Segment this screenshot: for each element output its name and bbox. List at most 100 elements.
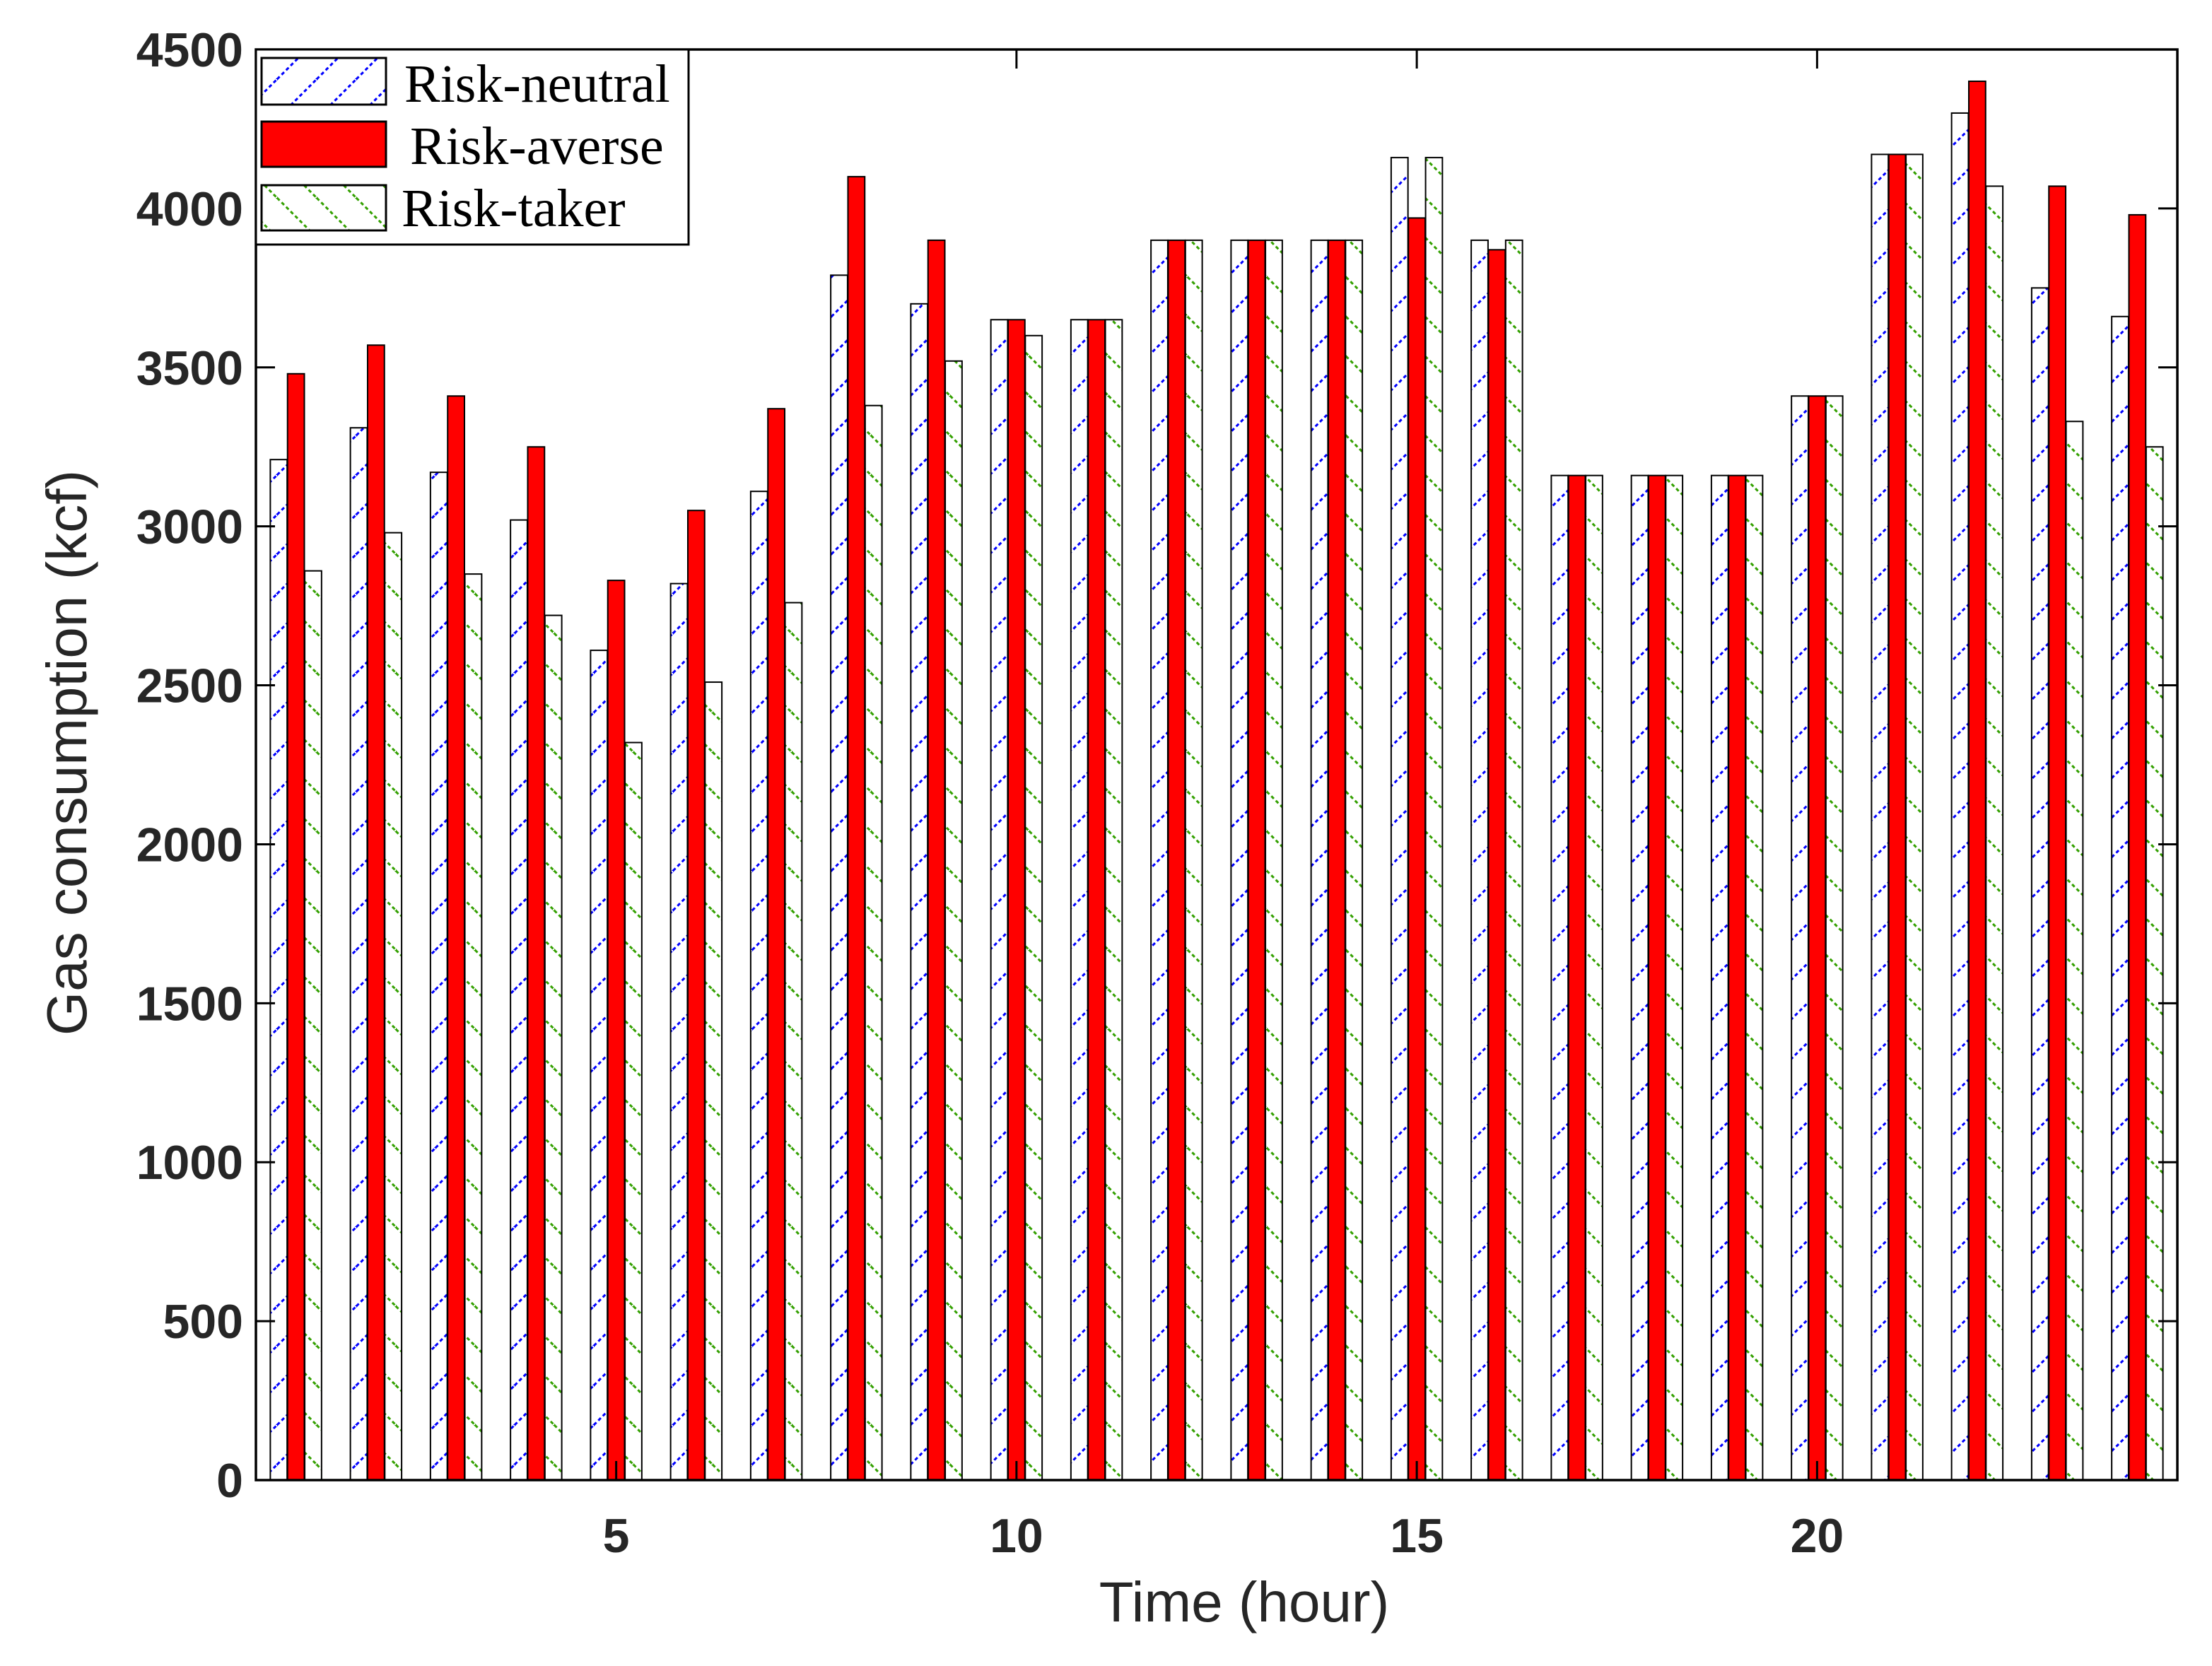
- bar-risk-taker-hour-4: [544, 614, 563, 1481]
- bar-risk-neutral-hour-9: [910, 303, 929, 1482]
- bar-risk-neutral-hour-19: [1710, 474, 1729, 1482]
- bar-risk-neutral-hour-22: [1950, 112, 1970, 1482]
- bar-risk-averse-hour-19: [1728, 474, 1747, 1482]
- bar-risk-averse-hour-3: [447, 395, 466, 1481]
- legend-label-risk-taker: Risk-taker: [402, 179, 626, 238]
- bar-risk-averse-hour-7: [767, 408, 786, 1481]
- bar-risk-averse-hour-15: [1408, 217, 1427, 1481]
- bar-risk-neutral-hour-11: [1070, 319, 1089, 1481]
- bar-risk-averse-hour-5: [607, 580, 626, 1481]
- bar-risk-taker-hour-24: [2145, 446, 2164, 1481]
- bar-risk-taker-hour-19: [1745, 474, 1764, 1482]
- bar-risk-averse-hour-18: [1647, 474, 1666, 1482]
- bar-risk-taker-hour-20: [1825, 395, 1844, 1481]
- bar-risk-averse-hour-11: [1087, 319, 1106, 1481]
- bar-risk-neutral-hour-12: [1150, 239, 1169, 1481]
- bar-risk-neutral-hour-1: [269, 459, 288, 1482]
- y-tick-label: 2500: [136, 659, 243, 713]
- bar-risk-neutral-hour-20: [1791, 395, 1809, 1481]
- bar-risk-neutral-hour-6: [669, 582, 689, 1481]
- y-axis-label: Gas consumption (kcf): [35, 470, 98, 1036]
- bar-risk-averse-hour-12: [1167, 239, 1186, 1481]
- series-risk-taker: [304, 153, 2164, 1482]
- bar-risk-taker-hour-7: [784, 602, 803, 1481]
- bar-risk-taker-hour-11: [1104, 319, 1123, 1481]
- bar-risk-neutral-hour-18: [1630, 474, 1649, 1482]
- axes-frame: [254, 48, 2179, 1482]
- x-tick-label: 10: [990, 1509, 1043, 1563]
- bar-risk-taker-hour-23: [2065, 421, 2084, 1481]
- bar-risk-averse-hour-6: [686, 510, 706, 1481]
- bar-risk-neutral-hour-21: [1871, 153, 1890, 1481]
- legend-swatch-risk-taker: [260, 184, 387, 232]
- bar-risk-taker-hour-3: [464, 573, 483, 1481]
- bar-risk-averse-hour-20: [1808, 395, 1827, 1481]
- bar-risk-averse-hour-9: [927, 239, 946, 1481]
- bar-risk-averse-hour-14: [1327, 239, 1346, 1481]
- x-tick-label: 20: [1791, 1509, 1844, 1563]
- legend-label-risk-averse: Risk-averse: [410, 117, 664, 176]
- bar-risk-neutral-hour-10: [990, 319, 1009, 1481]
- y-tick-label: 0: [216, 1454, 243, 1508]
- y-tick-label: 1500: [136, 977, 243, 1031]
- bar-risk-averse-hour-1: [286, 372, 305, 1481]
- x-tick-labels: 5 10 15 20: [603, 1509, 1844, 1563]
- y-tick-label: 500: [163, 1295, 243, 1349]
- bar-risk-neutral-hour-16: [1470, 239, 1489, 1481]
- bar-risk-neutral-hour-17: [1550, 474, 1569, 1482]
- bar-risk-taker-hour-22: [1985, 185, 2004, 1481]
- y-tick-label: 4000: [136, 182, 243, 236]
- bar-risk-averse-hour-10: [1007, 319, 1026, 1481]
- y-tick-labels: 0 500 1000 1500 2000 2500 3000 3500 4000 4500: [136, 23, 243, 1508]
- bar-risk-neutral-hour-15: [1390, 156, 1409, 1481]
- bar-risk-averse-hour-22: [1967, 80, 1986, 1482]
- legend-label-risk-neutral: Risk-neutral: [404, 54, 670, 114]
- bar-risk-averse-hour-23: [2048, 185, 2067, 1481]
- bar-risk-averse-hour-8: [847, 175, 866, 1481]
- bar-risk-taker-hour-18: [1665, 474, 1684, 1482]
- bar-risk-taker-hour-2: [384, 532, 403, 1481]
- bar-risk-neutral-hour-23: [2030, 287, 2049, 1482]
- bar-risk-averse-hour-4: [527, 446, 546, 1481]
- bar-risk-neutral-hour-3: [429, 471, 448, 1482]
- bar-risk-taker-hour-10: [1024, 334, 1043, 1481]
- bar-risk-taker-hour-1: [304, 570, 322, 1481]
- bar-risk-averse-hour-21: [1888, 153, 1907, 1481]
- bar-risk-averse-hour-24: [2128, 213, 2147, 1481]
- legend-swatch-risk-averse: [260, 120, 387, 168]
- bar-risk-taker-hour-15: [1424, 156, 1444, 1481]
- bar-risk-taker-hour-8: [864, 404, 883, 1481]
- bar-risk-neutral-hour-7: [749, 491, 768, 1482]
- y-tick-label: 3000: [136, 500, 243, 554]
- bar-risk-taker-hour-6: [704, 681, 723, 1481]
- legend-swatch-risk-neutral: [260, 57, 387, 106]
- bar-risk-taker-hour-17: [1585, 474, 1603, 1482]
- bar-risk-neutral-hour-13: [1230, 239, 1249, 1481]
- y-tick-label: 3500: [136, 341, 243, 395]
- x-tick-label: 15: [1390, 1509, 1444, 1563]
- bar-risk-taker-hour-5: [624, 741, 643, 1481]
- bar-risk-taker-hour-21: [1905, 153, 1924, 1481]
- bar-risk-neutral-hour-2: [349, 427, 368, 1481]
- bar-risk-neutral-hour-8: [830, 274, 848, 1482]
- bar-risk-taker-hour-9: [944, 360, 963, 1481]
- bar-risk-taker-hour-16: [1504, 239, 1523, 1481]
- bar-risk-taker-hour-14: [1345, 239, 1364, 1481]
- y-tick-label: 1000: [136, 1136, 243, 1190]
- bar-risk-taker-hour-12: [1184, 239, 1203, 1481]
- bar-risk-averse-hour-2: [366, 344, 385, 1481]
- bar-risk-neutral-hour-24: [2111, 315, 2129, 1481]
- series-risk-neutral: [269, 112, 2129, 1482]
- legend: Risk-neutral Risk-averse Risk-taker: [254, 48, 690, 246]
- bar-risk-averse-hour-17: [1567, 474, 1586, 1482]
- bar-risk-averse-hour-13: [1247, 239, 1266, 1481]
- bar-risk-taker-hour-13: [1265, 239, 1283, 1481]
- x-axis-label: Time (hour): [1099, 1571, 1389, 1633]
- x-tick-label: 5: [603, 1509, 630, 1563]
- bar-risk-averse-hour-16: [1487, 249, 1506, 1481]
- bar-risk-neutral-hour-5: [590, 650, 609, 1482]
- bar-risk-neutral-hour-4: [510, 519, 528, 1481]
- y-tick-label: 2000: [136, 818, 243, 872]
- bar-risk-neutral-hour-14: [1310, 239, 1329, 1481]
